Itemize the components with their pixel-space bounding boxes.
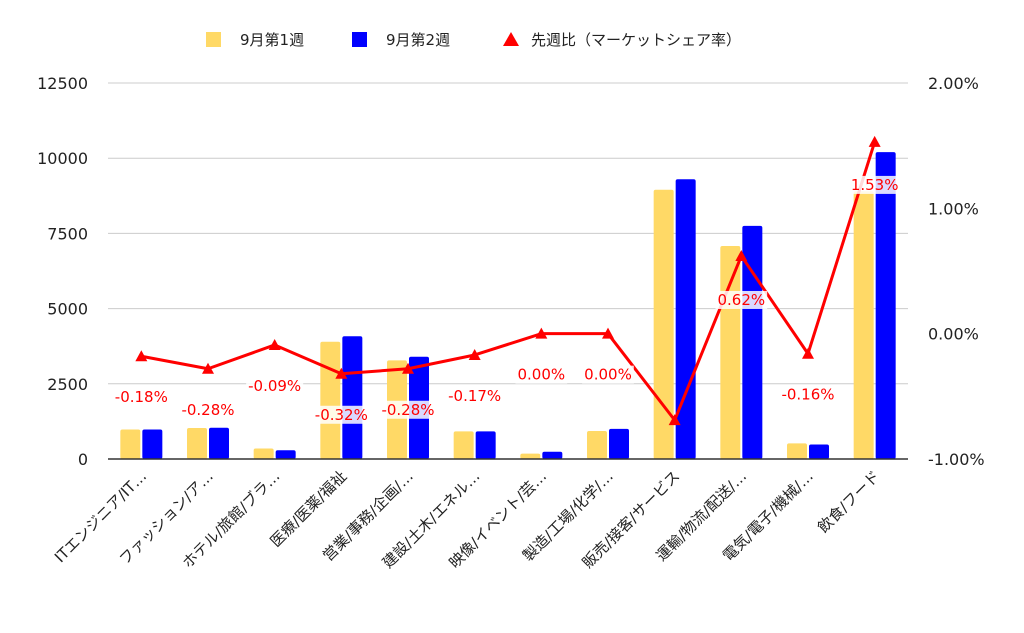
legend-label-share: 先週比（マーケットシェア率） — [531, 31, 741, 49]
share-data-label: -0.18% — [115, 388, 168, 406]
share-data-label: -0.28% — [381, 401, 434, 419]
share-data-label-bg — [379, 400, 437, 419]
bar-week2 — [809, 444, 829, 459]
share-data-label-bg — [715, 290, 768, 309]
category-label: 飲食/フード — [814, 467, 883, 536]
share-point-marker — [868, 135, 881, 147]
share-data-label: 0.00% — [584, 366, 632, 384]
share-data-label: 0.62% — [718, 291, 766, 309]
share-data-label: -0.17% — [448, 387, 501, 405]
share-point-marker — [135, 350, 148, 362]
left-tick-label: 10000 — [37, 149, 88, 168]
share-data-label-bg — [179, 400, 237, 419]
share-data-label-bg — [582, 365, 634, 384]
bar-week2 — [609, 428, 629, 459]
left-tick-label: 7500 — [47, 224, 88, 243]
share-point-marker — [735, 249, 748, 261]
share-data-label: 1.53% — [851, 176, 899, 194]
share-data-labels: -0.18% -0.28% -0.09% -0.32% -0.28% -0.17% 0.00… — [112, 175, 901, 424]
share-data-label: -0.09% — [248, 377, 301, 395]
category-labels: ITエンジニア/IT…ファッション/ア…ホテル/旅館/ブラ…医療/医薬/福祉営業… — [51, 467, 883, 572]
share-line — [135, 135, 881, 426]
share-point-marker — [468, 348, 481, 360]
share-data-label-bg — [515, 365, 568, 384]
right-axis: -1.00% 0.00% 1.00% 2.00% — [928, 74, 985, 469]
gridlines — [108, 82, 908, 385]
share-data-label-bg — [246, 376, 304, 395]
bar-week1 — [253, 448, 274, 459]
legend-swatch-week1 — [206, 32, 221, 47]
share-point-marker — [335, 367, 348, 379]
left-tick-label: 5000 — [47, 300, 88, 319]
share-data-label: 0.00% — [518, 366, 566, 384]
share-point-marker — [402, 362, 414, 374]
bar-week2 — [209, 427, 229, 459]
bar-week1 — [520, 453, 541, 459]
left-tick-label: 0 — [78, 450, 88, 469]
share-line-path — [141, 141, 877, 422]
left-axis: 0 2500 5000 7500 10000 12500 — [37, 74, 88, 469]
share-data-label-bg — [779, 385, 837, 404]
right-tick-label: 0.00% — [928, 325, 979, 344]
bar-week1 — [853, 191, 874, 459]
bar-week1 — [787, 443, 807, 459]
legend: 9月第1週 9月第2週 先週比（マーケットシェア率） — [206, 31, 741, 49]
share-data-label-bg — [312, 405, 370, 424]
bars — [120, 152, 896, 460]
bar-week2 — [542, 451, 563, 459]
bar-week1 — [120, 429, 141, 459]
bar-week1 — [320, 341, 341, 459]
legend-triangle-marker — [503, 32, 519, 46]
left-tick-label: 12500 — [37, 74, 88, 93]
bar-week2 — [342, 336, 363, 459]
legend-swatch-week2 — [352, 32, 367, 47]
share-data-label-bg — [848, 175, 901, 194]
bar-week2 — [742, 225, 763, 459]
right-tick-label: -1.00% — [928, 450, 985, 469]
share-data-label-bg — [112, 388, 170, 407]
share-data-label-bg — [446, 386, 504, 405]
bar-week2 — [875, 152, 896, 459]
bar-week1 — [453, 431, 474, 459]
share-data-label: -0.16% — [781, 386, 834, 404]
legend-label-week1: 9月第1週 — [240, 31, 304, 49]
share-point-marker — [535, 327, 548, 339]
share-data-label: -0.32% — [315, 406, 368, 424]
share-point-marker — [268, 338, 281, 350]
right-tick-label: 1.00% — [928, 199, 979, 218]
left-tick-label: 2500 — [47, 375, 88, 394]
share-point-marker — [202, 362, 214, 374]
bar-week2 — [142, 429, 163, 459]
bar-week2 — [275, 450, 296, 459]
bar-week1 — [720, 246, 741, 459]
bar-week1 — [587, 431, 607, 459]
bar-week2 — [475, 431, 496, 459]
share-point-marker — [602, 327, 614, 339]
right-tick-label: 2.00% — [928, 74, 979, 93]
legend-label-week2: 9月第2週 — [386, 31, 450, 49]
bar-week2 — [675, 179, 696, 460]
share-data-label: -0.28% — [181, 401, 234, 419]
bar-week1 — [187, 428, 207, 459]
share-point-marker — [802, 347, 814, 359]
share-point-marker — [668, 414, 681, 426]
bar-week1 — [653, 189, 674, 459]
